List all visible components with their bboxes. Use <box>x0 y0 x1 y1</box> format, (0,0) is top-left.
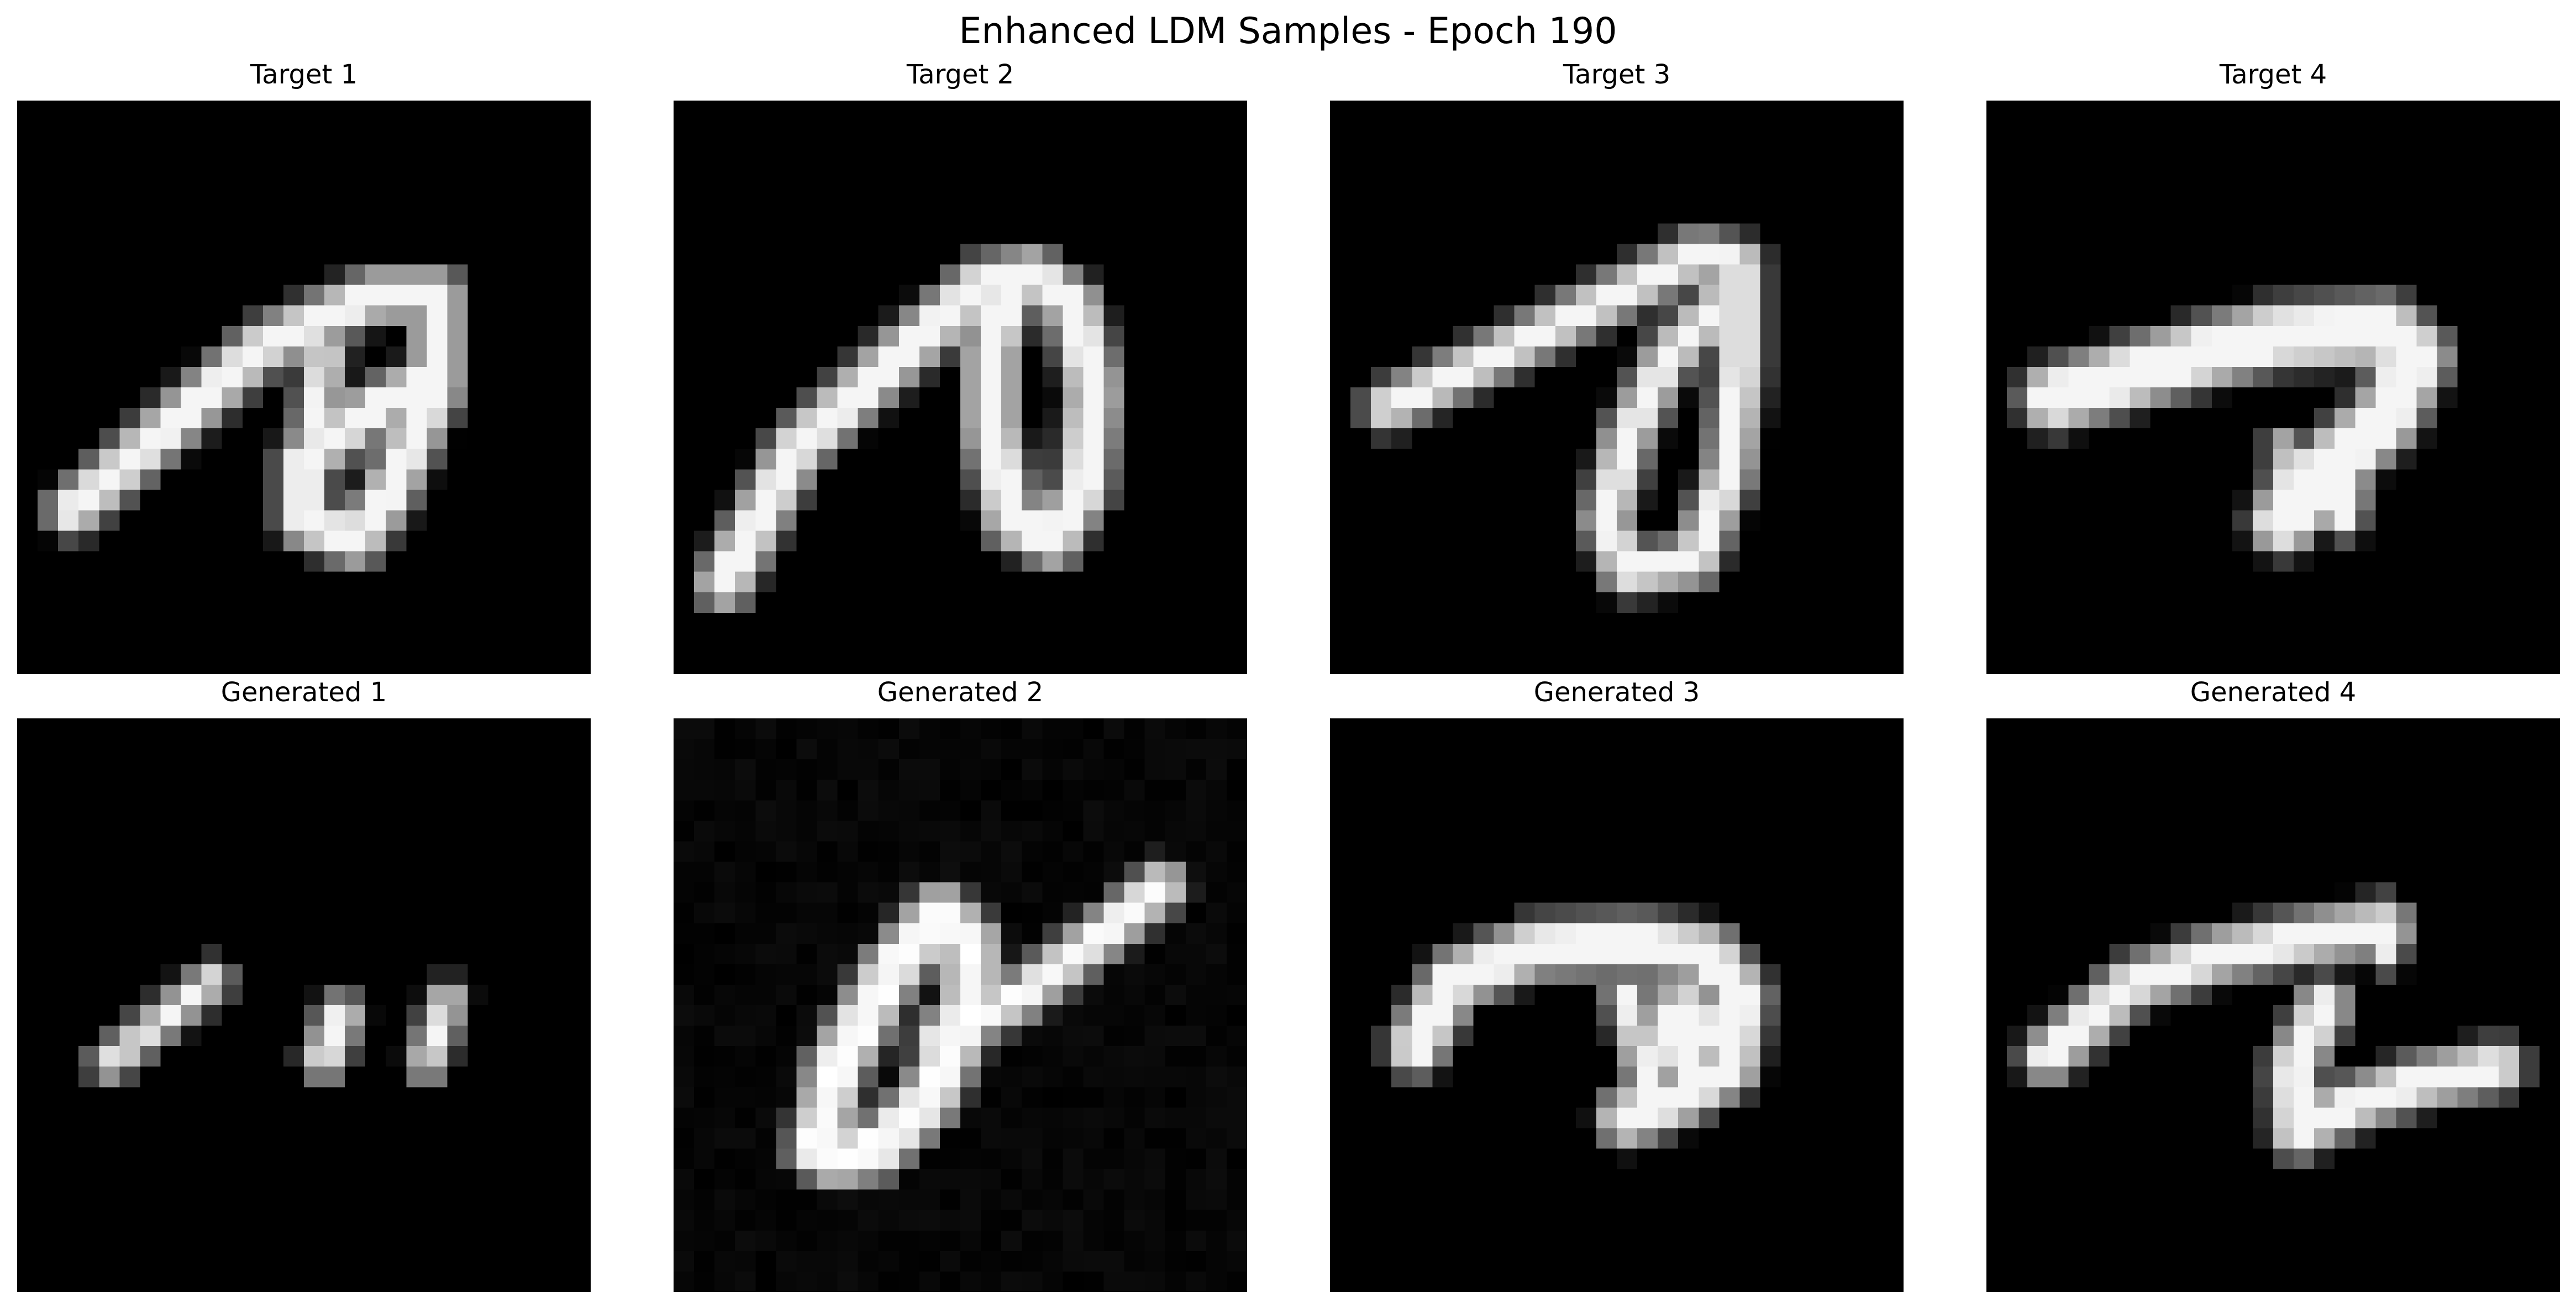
panel-title: Generated 3 <box>1533 677 1700 708</box>
panel-title: Target 1 <box>250 59 358 90</box>
digit-image <box>1986 718 2560 1292</box>
digit-image <box>1330 718 1904 1292</box>
target-panel-3: Target 3 <box>1330 59 1904 674</box>
panel-title: Target 3 <box>1563 59 1671 90</box>
figure-title: Enhanced LDM Samples - Epoch 190 <box>959 10 1617 52</box>
digit-image <box>1330 101 1904 674</box>
panel-title: Generated 4 <box>2190 677 2357 708</box>
digit-image <box>17 718 591 1292</box>
panel-title: Generated 2 <box>877 677 1044 708</box>
target-panel-4: Target 4 <box>1986 59 2560 674</box>
digit-image <box>674 101 1247 674</box>
generated-panel-4: Generated 4 <box>1986 677 2560 1292</box>
digit-image <box>1986 101 2560 674</box>
target-panel-1: Target 1 <box>17 59 591 674</box>
generated-panel-1: Generated 1 <box>17 677 591 1292</box>
panel-title: Generated 1 <box>220 677 387 708</box>
digit-image <box>674 718 1247 1292</box>
panel-title: Target 2 <box>906 59 1014 90</box>
panel-title: Target 4 <box>2219 59 2327 90</box>
generated-panel-2: Generated 2 <box>674 677 1247 1292</box>
digit-image <box>17 101 591 674</box>
generated-panel-3: Generated 3 <box>1330 677 1904 1292</box>
target-panel-2: Target 2 <box>674 59 1247 674</box>
